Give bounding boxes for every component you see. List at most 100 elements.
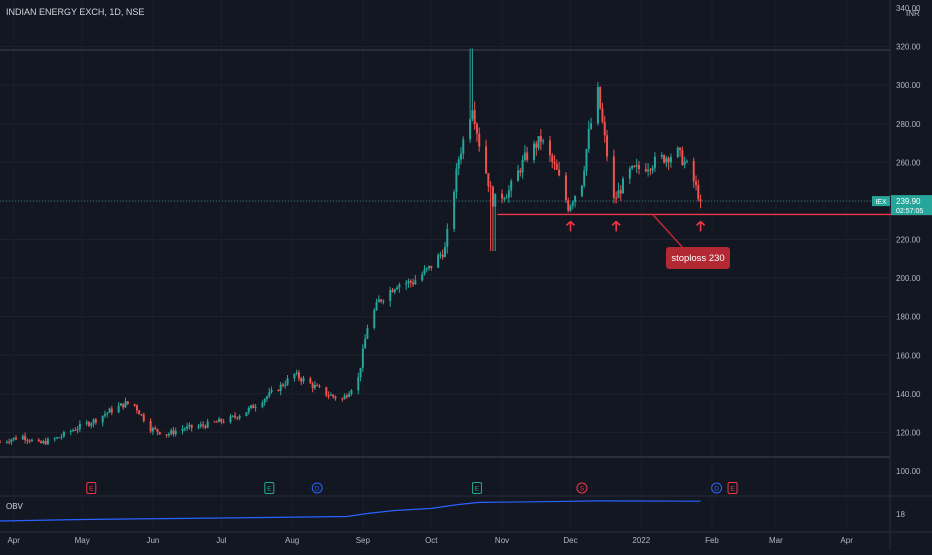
ticker-badge: IEX bbox=[872, 196, 890, 207]
candle-body bbox=[681, 150, 684, 165]
candle-body bbox=[327, 395, 330, 397]
candle-body bbox=[30, 439, 33, 442]
candle-body bbox=[692, 160, 695, 182]
candle-body bbox=[245, 412, 248, 417]
candle-body bbox=[174, 431, 177, 435]
svg-text:E: E bbox=[267, 486, 272, 493]
candle-body bbox=[697, 184, 700, 200]
candle-body bbox=[28, 440, 31, 442]
candle-body bbox=[487, 173, 490, 187]
candle-body bbox=[53, 438, 56, 440]
candles bbox=[0, 48, 702, 446]
candle-body bbox=[628, 168, 631, 179]
event-marker-dividend[interactable]: D bbox=[711, 482, 723, 494]
obv-label: OBV bbox=[6, 502, 24, 511]
candle-body bbox=[683, 161, 686, 165]
event-marker-dividend[interactable]: D bbox=[311, 482, 323, 494]
candle-body bbox=[475, 124, 478, 134]
candle-body bbox=[421, 274, 424, 281]
candle-body bbox=[603, 121, 606, 136]
candle-body bbox=[345, 395, 348, 397]
candle-body bbox=[44, 441, 47, 445]
candle-body bbox=[494, 193, 497, 207]
candle-body bbox=[266, 396, 268, 400]
candle-body bbox=[414, 280, 417, 285]
candle-body bbox=[56, 437, 59, 439]
candle-body bbox=[126, 401, 129, 405]
candle-body bbox=[583, 170, 586, 186]
candle-body bbox=[151, 427, 154, 432]
candle-body bbox=[695, 181, 698, 185]
callout-connector bbox=[652, 213, 685, 250]
candle-body bbox=[505, 197, 508, 199]
candle-body bbox=[519, 170, 522, 173]
candle-body bbox=[202, 424, 205, 426]
time-axis[interactable]: Apr May Jun Jul Aug Sep Oct Nov Dec 2022 Feb Mar Apr bbox=[7, 536, 853, 545]
candle-body bbox=[311, 383, 314, 389]
candle-body bbox=[69, 430, 72, 432]
candle-body bbox=[0, 442, 1, 444]
candle-body bbox=[297, 372, 300, 379]
candle-body bbox=[478, 133, 481, 147]
candle-body bbox=[462, 139, 465, 154]
symbol-title[interactable]: INDIAN ENERGY EXCH, 1D, NSE bbox=[6, 7, 144, 17]
candle-body bbox=[78, 423, 81, 429]
candle-body bbox=[537, 136, 540, 148]
y-tick-label: 100.00 bbox=[896, 467, 921, 476]
candle-body bbox=[405, 283, 408, 285]
candle-body bbox=[76, 428, 79, 431]
candle-body bbox=[535, 143, 538, 148]
candle-body bbox=[375, 302, 378, 311]
candle-body bbox=[617, 190, 620, 199]
svg-text:D: D bbox=[714, 486, 719, 493]
svg-text:S: S bbox=[580, 486, 585, 493]
event-marker-split[interactable]: S bbox=[576, 482, 588, 494]
candle-body bbox=[491, 186, 494, 207]
candle-body bbox=[122, 403, 125, 408]
candle-body bbox=[254, 407, 257, 409]
candle-body bbox=[510, 181, 513, 191]
candle-body bbox=[165, 434, 168, 436]
candle-body bbox=[40, 441, 43, 444]
candle-body bbox=[373, 310, 376, 328]
candle-body bbox=[446, 228, 449, 248]
candle-body bbox=[548, 140, 551, 156]
candle-body bbox=[295, 372, 298, 374]
event-marker-earnings-upcoming[interactable]: E bbox=[727, 482, 738, 494]
candle-body bbox=[183, 428, 186, 430]
candle-body bbox=[437, 255, 440, 268]
candle-body bbox=[539, 136, 542, 142]
candle-body bbox=[601, 108, 604, 122]
x-tick-label: Mar bbox=[769, 536, 783, 545]
price-axis[interactable]: 100.00 120.00 140.00 160.00 180.00 200.00 220.… bbox=[872, 4, 932, 476]
x-tick-label: May bbox=[75, 536, 90, 545]
candle-body bbox=[596, 86, 599, 124]
candle-body bbox=[665, 158, 668, 163]
stoploss-callout[interactable]: stoploss 230 bbox=[666, 247, 730, 269]
candle-body bbox=[62, 431, 65, 437]
candle-body bbox=[21, 435, 24, 440]
price-badge-value: 239.90 bbox=[896, 197, 921, 206]
candle-body bbox=[60, 436, 63, 438]
candle-body bbox=[281, 384, 284, 386]
candle-body bbox=[699, 199, 702, 202]
candle-body bbox=[149, 421, 152, 432]
candle-body bbox=[523, 152, 526, 160]
obv-pane: OBV 18 bbox=[0, 500, 905, 522]
candle-body bbox=[469, 119, 472, 140]
candle-body bbox=[663, 155, 666, 163]
y-tick-label: 200.00 bbox=[896, 274, 921, 283]
candle-body bbox=[485, 146, 488, 174]
candle-body bbox=[391, 290, 394, 293]
candle-body bbox=[521, 159, 524, 173]
event-marker-earnings[interactable]: E bbox=[471, 482, 482, 494]
candle-body bbox=[393, 289, 396, 293]
candle-body bbox=[567, 200, 570, 211]
candle-body bbox=[158, 431, 161, 435]
event-marker-earnings[interactable]: E bbox=[264, 482, 275, 494]
svg-text:D: D bbox=[315, 486, 320, 493]
event-marker-earnings-past[interactable]: E bbox=[86, 482, 97, 494]
obv-line bbox=[0, 500, 701, 522]
candle-body bbox=[206, 421, 209, 428]
